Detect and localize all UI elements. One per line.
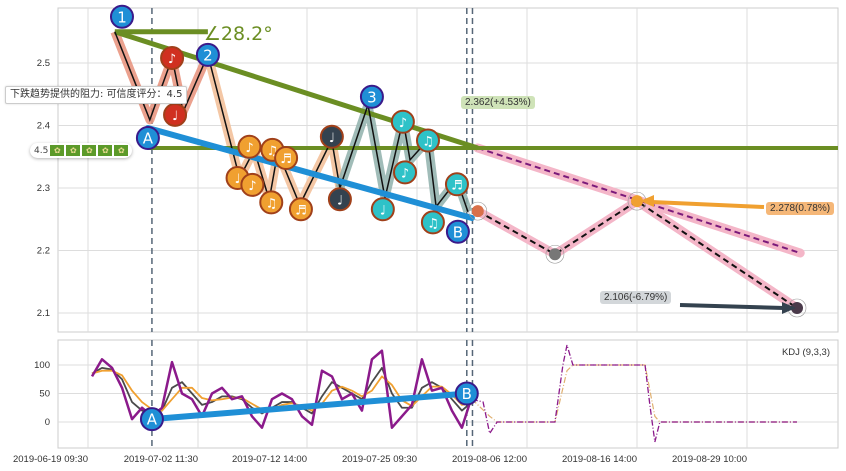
resistance-tooltip: 下跌趋势提供的阻力: 可信度评分：4.5 <box>5 86 188 104</box>
rating-badge[interactable]: 4.5 ✿ ✿ ✿ ✿ ✿ <box>30 143 133 158</box>
pattern-marker <box>237 134 262 159</box>
kdj-J-projection <box>471 344 797 443</box>
pattern-marker <box>415 128 440 153</box>
target-arrow <box>679 303 785 310</box>
pattern-marker <box>288 197 313 222</box>
x-tick-label: 2019-07-12 14:00 <box>232 454 307 465</box>
pattern-marker-label: B <box>453 223 463 241</box>
x-tick-label: 2019-08-29 10:00 <box>672 454 747 465</box>
pattern-marker-label: ♫ <box>427 216 439 231</box>
rating-icon: ✿ <box>82 145 97 156</box>
pattern-marker <box>274 146 299 170</box>
support-trend-line <box>144 125 475 221</box>
y-tick-label: 2.3 <box>37 183 50 194</box>
pattern-marker <box>160 46 185 70</box>
pattern-marker <box>240 172 265 197</box>
pattern-marker <box>370 197 395 222</box>
pattern-marker <box>109 4 134 29</box>
pattern-marker-label: ♪ <box>399 116 407 131</box>
x-tick-label: 2019-07-25 09:30 <box>342 454 417 465</box>
pattern-marker <box>135 126 160 150</box>
kdj-y-tick-label: 0 <box>45 417 50 428</box>
pattern-marker-label: ♪ <box>248 179 256 194</box>
rating-icon: ✿ <box>98 145 113 156</box>
pattern-marker-label: 3 <box>367 88 377 106</box>
pattern-marker <box>390 109 415 134</box>
target-arrow <box>651 200 765 209</box>
x-tick-label: 2019-08-06 12:00 <box>452 454 527 465</box>
pattern-marker-label: 2 <box>203 46 213 64</box>
kdj-y-tick-label: 100 <box>34 360 50 371</box>
pattern-marker-label: ♪ <box>245 141 253 156</box>
x-tick-label: 2019-08-16 14:00 <box>562 454 637 465</box>
price-target-label: 2.278(0.78%) <box>766 202 835 215</box>
rating-icon: ✿ <box>114 145 129 156</box>
pattern-marker <box>259 190 284 215</box>
kdj-trend-marker <box>454 381 479 406</box>
projection-trend-line <box>477 147 801 254</box>
price-target-label: 2.362(+4.53%) <box>461 96 535 109</box>
pattern-marker-label: ♩ <box>329 131 335 146</box>
pattern-marker-label: ♫ <box>267 144 279 159</box>
projection-dot <box>548 248 561 261</box>
pattern-marker-label: ♩ <box>234 172 240 187</box>
projection-path-line <box>477 199 798 309</box>
pattern-marker <box>444 172 469 197</box>
kdj-title: KDJ (9,3,3) <box>782 347 830 358</box>
y-tick-label: 2.2 <box>37 246 50 257</box>
pattern-marker-label: 1 <box>117 8 127 26</box>
projection-dot <box>471 205 484 218</box>
angle-label: ∠28.2° <box>204 23 273 45</box>
arrow-head <box>640 195 654 207</box>
arrow-head <box>782 302 796 314</box>
pattern-marker <box>319 124 344 149</box>
rating-icon: ✿ <box>50 145 65 156</box>
pattern-marker-label: ♫ <box>265 196 277 211</box>
pattern-marker-label: ♬ <box>451 178 463 193</box>
pattern-marker-label: ♩ <box>337 193 343 208</box>
kdj-trend-marker-label: A <box>147 411 158 429</box>
kdj-trend-marker <box>139 407 164 432</box>
pattern-marker <box>445 219 470 244</box>
projection-dot <box>631 195 643 208</box>
pattern-marker-label: ♩ <box>172 109 178 124</box>
pattern-marker <box>393 160 418 185</box>
pattern-marker <box>420 210 445 235</box>
pattern-marker-label: ♪ <box>168 52 176 67</box>
pattern-marker <box>359 84 384 109</box>
price-target-label: 2.106(-6.79%) <box>600 291 672 304</box>
pattern-marker-label: ♬ <box>280 152 292 167</box>
kdj-trend-marker-label: B <box>462 385 472 403</box>
x-tick-label: 2019-06-19 09:30 <box>13 454 88 465</box>
pattern-marker <box>195 42 220 67</box>
price-plot-area <box>57 7 839 333</box>
y-tick-label: 2.4 <box>37 121 50 132</box>
projection-dot-ring <box>545 244 565 264</box>
kdj-y-tick-label: 50 <box>39 389 50 400</box>
rating-icon: ✿ <box>66 145 81 156</box>
projection-dot-ring <box>468 201 488 221</box>
kdj-K-projection <box>471 364 797 423</box>
y-tick-label: 2.5 <box>37 58 50 69</box>
pattern-marker-label: A <box>143 130 154 148</box>
pattern-marker-label: ♪ <box>401 166 409 181</box>
pattern-marker-label: ♫ <box>422 135 434 150</box>
projection-dot <box>791 302 803 314</box>
pattern-marker <box>327 187 352 212</box>
y-tick-label: 2.1 <box>37 308 50 319</box>
pattern-marker-label: ♩ <box>380 203 386 218</box>
kdj-trend-line <box>151 390 468 423</box>
x-tick-label: 2019-07-02 11:30 <box>124 454 198 465</box>
pattern-marker-label: ♬ <box>295 203 307 218</box>
rating-score: 4.5 <box>34 145 49 156</box>
